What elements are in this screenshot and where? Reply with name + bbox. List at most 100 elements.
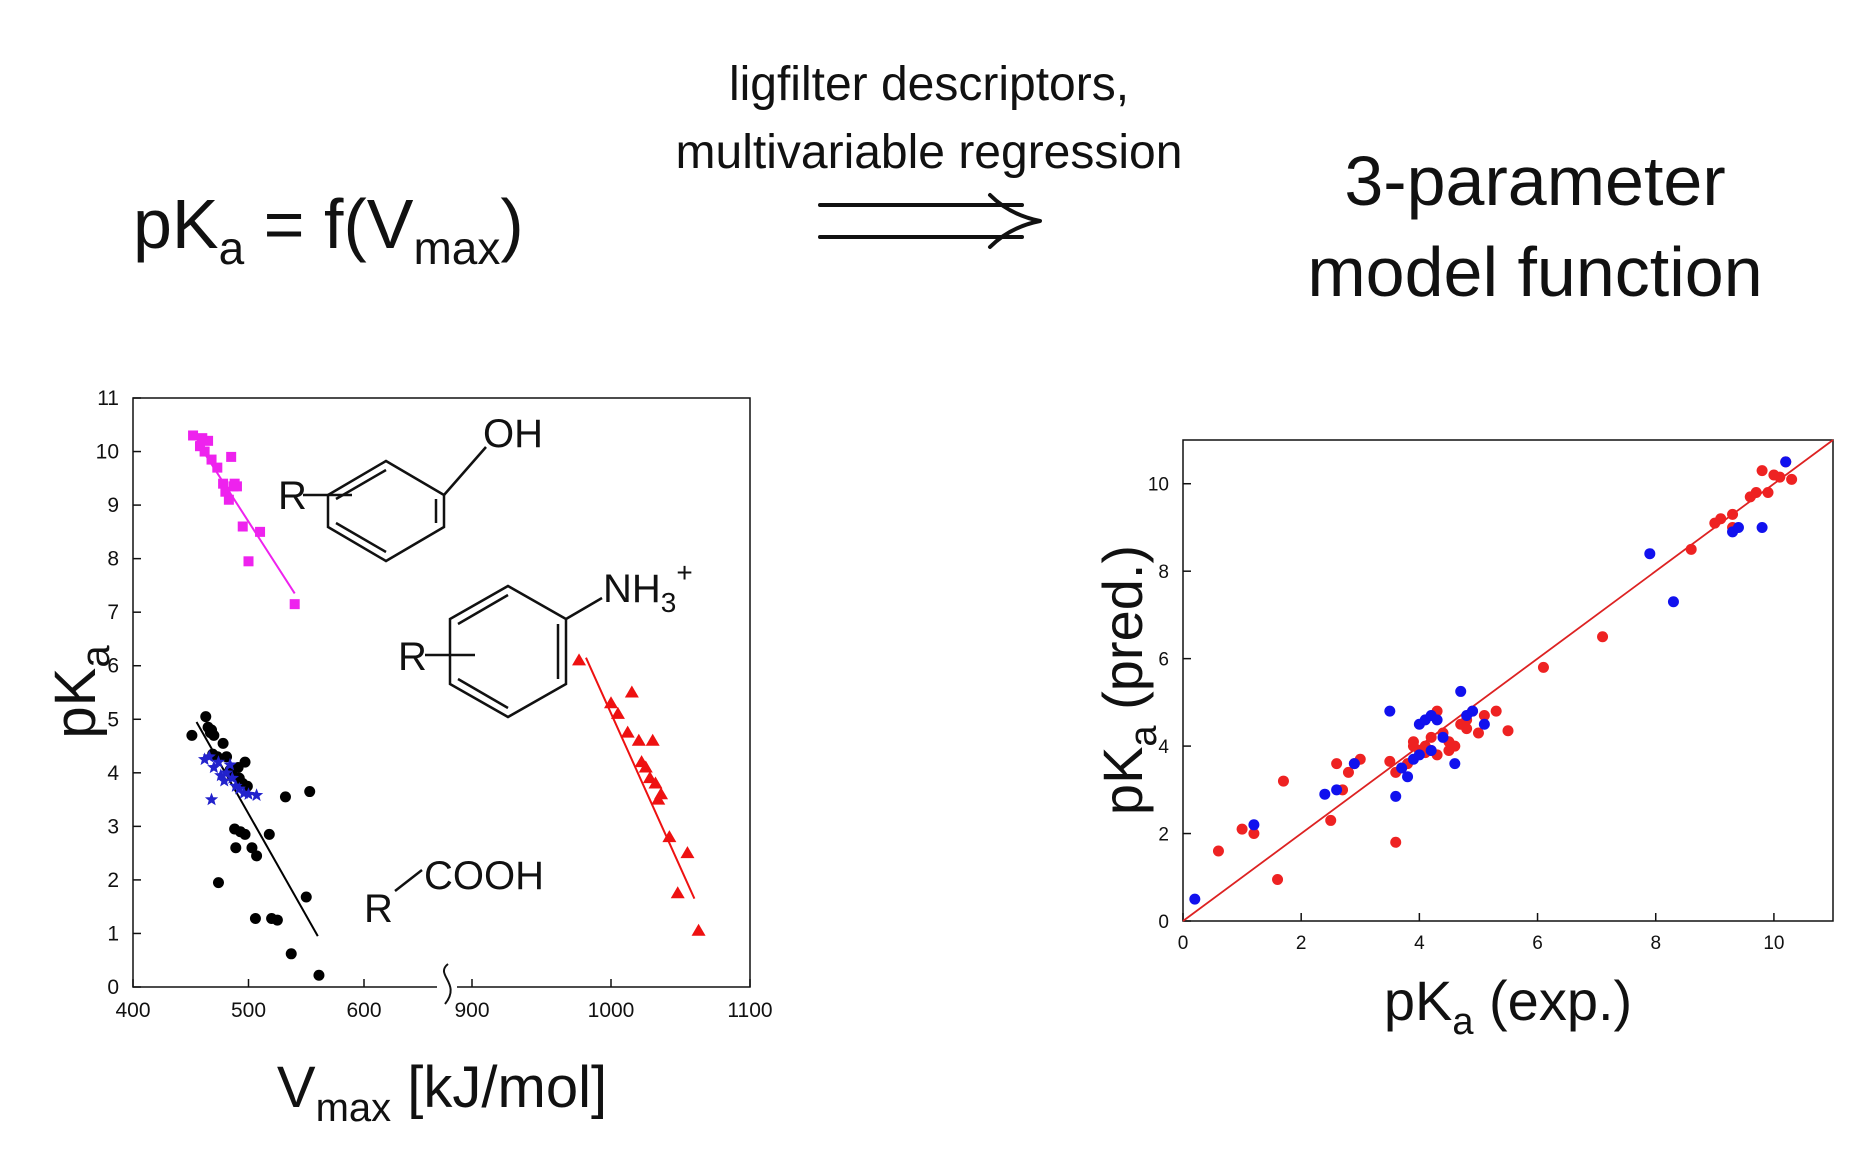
data-point: [226, 451, 237, 462]
acid-structure: [394, 869, 423, 892]
data-point: [223, 757, 237, 771]
data-point: [217, 773, 231, 787]
data-point: [211, 755, 226, 768]
data-point: [1390, 836, 1402, 848]
data-point: [1502, 725, 1514, 737]
data-point: [1413, 749, 1425, 761]
data-point: [1319, 788, 1331, 800]
data-point: [1390, 790, 1402, 802]
data-point: [220, 486, 231, 497]
data-point: [232, 781, 246, 795]
left-y-tick-label: 5: [107, 708, 119, 731]
data-point: [1425, 744, 1437, 756]
left-y-tick-label: 1: [107, 922, 119, 945]
right-y-label-base: pK: [1091, 747, 1154, 816]
data-point: [194, 441, 205, 452]
data-point: [610, 706, 625, 719]
data-point: [670, 886, 685, 899]
equation-pk: pK: [133, 185, 219, 263]
data-point: [255, 526, 266, 537]
data-point: [654, 787, 669, 800]
data-point: [1384, 755, 1396, 767]
right-x-tick-label: 0: [1178, 933, 1189, 954]
left-x-label: Vmax [kJ/mol]: [277, 1055, 607, 1130]
right-y-tick-label: 2: [1158, 825, 1169, 846]
data-point: [246, 842, 258, 854]
right-x-ticks: 0 2 4 6 8 10: [1178, 913, 1784, 954]
data-point: [1325, 814, 1337, 826]
data-point: [1431, 714, 1443, 726]
data-point: [214, 768, 228, 782]
data-point: [207, 760, 221, 774]
data-point: [645, 733, 660, 746]
data-point: [219, 765, 234, 779]
right-y-ticks: 0 2 4 6 8 10: [1148, 475, 1191, 933]
data-point: [200, 711, 212, 723]
right-y-tick-label: 8: [1158, 562, 1169, 583]
data-point: [212, 877, 224, 889]
anilinium-nh: NH: [603, 567, 661, 611]
data-point: [624, 685, 639, 698]
equation-middle: = f(V: [244, 185, 414, 263]
data-point: [1248, 819, 1260, 831]
data-point: [631, 733, 646, 746]
implies-arrow-icon: [818, 193, 1042, 249]
data-point: [572, 653, 587, 666]
data-point: [206, 454, 217, 465]
right-x-label-rest: (exp.): [1473, 969, 1632, 1032]
equation: pKa = f(Vmax): [133, 185, 524, 274]
data-point: [263, 828, 275, 840]
data-point: [1396, 762, 1408, 774]
left-x-tick-label: 1100: [727, 999, 772, 1022]
data-point: [1272, 873, 1284, 885]
data-point: [225, 771, 239, 784]
data-point: [241, 787, 256, 800]
data-point: [202, 749, 216, 763]
anilinium-charge: +: [676, 557, 692, 588]
acid-cooh: COOH: [424, 854, 544, 898]
data-point: [1472, 727, 1484, 739]
right-plot-frame: [1182, 439, 1834, 922]
arrow-caption-line1: ligfilter descriptors,: [729, 58, 1129, 111]
data-point: [198, 752, 212, 766]
data-point: [1331, 784, 1343, 796]
data-point: [1449, 758, 1461, 770]
data-point: [304, 786, 316, 798]
data-point: [1756, 465, 1768, 477]
right-y-tick-label: 6: [1158, 650, 1169, 671]
data-point: [1212, 845, 1224, 857]
right-x-tick-label: 4: [1414, 933, 1425, 954]
data-point: [1342, 766, 1354, 778]
data-point: [212, 462, 223, 473]
equation-vmax-sub: max: [413, 222, 500, 274]
data-point: [221, 751, 233, 763]
data-point: [239, 828, 251, 840]
left-data-points: [186, 430, 706, 981]
left-y-tick-label: 0: [107, 976, 119, 999]
right-x-tick-label: 10: [1763, 933, 1784, 954]
data-point: [1732, 521, 1744, 533]
data-point: [1437, 731, 1449, 743]
data-point: [249, 788, 264, 801]
data-point: [186, 729, 198, 741]
data-point: [1780, 456, 1792, 468]
data-point: [188, 430, 199, 441]
right-y-tick-label: 4: [1158, 737, 1169, 758]
right-x-tick-label: 2: [1296, 933, 1307, 954]
right-x-label-base: pK: [1384, 969, 1453, 1032]
data-point: [1348, 758, 1360, 770]
data-point: [243, 556, 254, 567]
right-x-label: pKa (exp.): [1384, 969, 1632, 1043]
data-point: [1425, 731, 1437, 743]
data-point: [271, 914, 283, 926]
header: pKa = f(Vmax) ligfilter descriptors, mul…: [133, 58, 1763, 311]
data-point: [648, 776, 663, 789]
data-point: [1685, 543, 1697, 555]
data-point: [1762, 486, 1774, 498]
data-point: [1236, 823, 1248, 835]
data-point: [1402, 771, 1414, 783]
data-point: [313, 969, 325, 981]
data-point: [1248, 828, 1260, 840]
left-y-ticks: 0 1 2 3 4 5 6 7 8 9 10 11: [96, 387, 141, 999]
